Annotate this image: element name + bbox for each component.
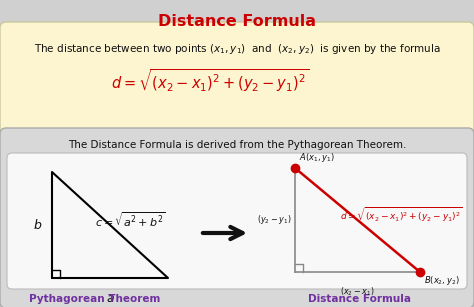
Text: $A(x_1, y_1)$: $A(x_1, y_1)$ [299, 151, 335, 164]
Text: $(y_2 - y_1)$: $(y_2 - y_1)$ [256, 213, 291, 227]
Text: $b$: $b$ [33, 218, 43, 232]
Text: $a$: $a$ [106, 292, 114, 305]
Text: $d = \sqrt{(x_2 - x_1)^2 + (y_2 - y_1)^2}$: $d = \sqrt{(x_2 - x_1)^2 + (y_2 - y_1)^2… [340, 205, 463, 225]
Text: $B(x_2, y_2)$: $B(x_2, y_2)$ [424, 274, 460, 287]
Text: $(x_2 - x_1)$: $(x_2 - x_1)$ [340, 286, 375, 298]
Text: Distance Formula: Distance Formula [158, 14, 316, 29]
FancyBboxPatch shape [0, 22, 474, 136]
FancyBboxPatch shape [0, 128, 474, 307]
Text: Pythagorean Theorem: Pythagorean Theorem [29, 294, 161, 304]
Text: The distance between two points $(x_1, y_1)$  and  $(x_2, y_2)$  is given by the: The distance between two points $(x_1, y… [34, 42, 440, 56]
Text: $d = \sqrt{(x_2 - x_1)^2 + (y_2 - y_1)^2}$: $d = \sqrt{(x_2 - x_1)^2 + (y_2 - y_1)^2… [111, 68, 309, 94]
Text: Distance Formula: Distance Formula [309, 294, 411, 304]
FancyBboxPatch shape [7, 153, 467, 289]
Text: $c = \sqrt{a^2 + b^2}$: $c = \sqrt{a^2 + b^2}$ [95, 211, 165, 229]
Text: The Distance Formula is derived from the Pythagorean Theorem.: The Distance Formula is derived from the… [68, 140, 406, 150]
